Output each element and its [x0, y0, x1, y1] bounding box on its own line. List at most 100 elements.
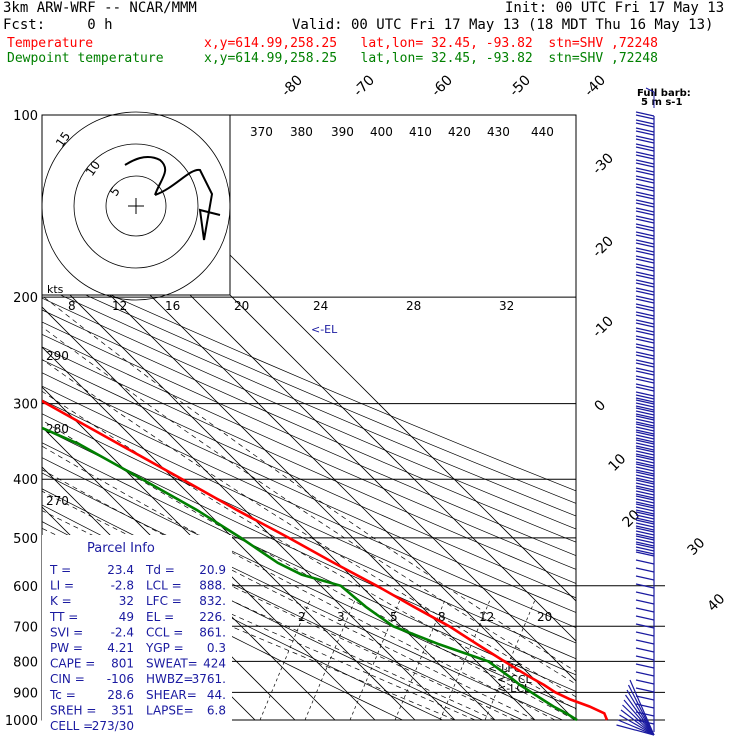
barb-feather [635, 154, 655, 160]
barb-feather [635, 175, 655, 181]
theta-label: 410 [409, 125, 432, 139]
parcel-value: 801 [111, 657, 134, 671]
barb-feather [635, 549, 655, 555]
parcel-key: YGP = [145, 641, 184, 655]
barb-feather [635, 695, 655, 701]
barb-feather [635, 541, 655, 547]
barb-legend-flag [645, 87, 655, 93]
barb-feather [635, 266, 655, 272]
dewpoint-legend-info: x,y=614.99,258.25 lat,lon= 32.45, -93.82… [204, 51, 658, 66]
parcel-key: CAPE = [50, 657, 95, 671]
theta-label: 370 [250, 125, 273, 139]
barb-feather [635, 429, 655, 435]
parcel-value: 28.6 [107, 688, 134, 702]
barb-feather [635, 519, 655, 525]
hodograph-ring [105, 175, 167, 237]
level-marker: <-EL [311, 323, 338, 336]
barb-feather [635, 202, 655, 208]
barb-feather [635, 485, 655, 491]
barb-feather [635, 535, 655, 541]
pressure-label: 700 [13, 620, 38, 635]
hodograph-ring [41, 111, 231, 301]
mixing-ratio-label: 20 [234, 299, 249, 313]
dewpoint-legend-label: Dewpoint temperature [7, 51, 164, 66]
parcel-value: 20.9 [199, 563, 226, 577]
barb-feather [635, 434, 655, 440]
mixing-ratio-label: 24 [313, 299, 328, 313]
barb-feather [635, 437, 655, 443]
isotherm-label: 30 [685, 535, 709, 559]
barb-feather [635, 687, 655, 693]
parcel-key: SREH = [50, 703, 96, 717]
barb-feather [635, 647, 655, 653]
barb-feather [635, 159, 655, 165]
barb-feather [635, 503, 655, 509]
isotherm-label: -20 [590, 233, 617, 260]
barb-feather [635, 367, 655, 373]
barb-feather [635, 319, 655, 325]
barb-low-level [620, 709, 655, 736]
barb-feather [635, 525, 655, 531]
pressure-label: 1000 [5, 714, 38, 729]
barb-feather [635, 538, 655, 544]
barb-feather [635, 559, 655, 565]
parcel-key: HWBZ= [146, 672, 193, 686]
barb-feather [635, 207, 655, 213]
dry-adiabat-line [42, 333, 576, 570]
barb-low-level [616, 724, 655, 736]
barb-feather [635, 498, 655, 504]
hodograph-trace [124, 155, 221, 241]
parcel-value: 424 [203, 657, 226, 671]
theta-label: 400 [370, 125, 393, 139]
barb-feather [635, 151, 655, 157]
barb-feather [635, 242, 655, 248]
barb-feather [635, 335, 655, 341]
barb-feather [635, 327, 655, 333]
parcel-value: 6.8 [207, 703, 226, 717]
barb-feather [635, 226, 655, 232]
parcel-value: 861. [199, 625, 226, 639]
parcel-key: SHEAR= [146, 688, 197, 702]
pressure-label: 600 [13, 580, 38, 595]
parcel-box-bg [42, 535, 232, 725]
parcel-value: 832. [199, 594, 226, 608]
barb-feather [635, 442, 655, 448]
barb-feather [635, 495, 655, 501]
barb-feather [635, 413, 655, 419]
barb-feather [635, 445, 655, 451]
barb-feather [635, 111, 655, 117]
dry-adiabat-line [42, 309, 576, 543]
dry-adiabat-line [42, 372, 576, 613]
barb-feather [635, 303, 655, 309]
dry-adiabat-line [42, 321, 576, 557]
mixing-ratio-label-lower: 8 [438, 610, 446, 624]
mixing-ratio-label: 8 [68, 299, 76, 313]
barb-feather [635, 231, 655, 237]
barb-feather [635, 402, 655, 408]
barb-feather [635, 274, 655, 280]
barb-low-level [627, 684, 655, 736]
barb-feather [635, 455, 655, 461]
barb-feather [635, 183, 655, 189]
parcel-value: 0.3 [207, 641, 226, 655]
mixing-ratio-label-lower: 12 [479, 610, 494, 624]
barb-feather [635, 247, 655, 253]
barb-feather [635, 167, 655, 173]
moist-adiabat-line [42, 419, 576, 720]
barb-feather [635, 509, 655, 515]
theta-label-left: 290 [46, 349, 69, 363]
dry-adiabat-line [42, 399, 576, 644]
parcel-key: SVI = [50, 625, 83, 639]
barb-low-level [619, 714, 655, 736]
barb-feather [635, 386, 655, 392]
barb-feather [635, 591, 655, 597]
barb-feather [635, 479, 655, 485]
mixing-ratio-label-lower: 5 [390, 610, 398, 624]
isotherm-label: -40 [582, 72, 609, 99]
barb-feather [635, 655, 655, 661]
isotherm-group [42, 115, 576, 720]
barb-feather [635, 679, 655, 685]
barb-feather [635, 450, 655, 456]
barb-feather [635, 210, 655, 216]
parcel-value: 273/30 [92, 719, 134, 733]
